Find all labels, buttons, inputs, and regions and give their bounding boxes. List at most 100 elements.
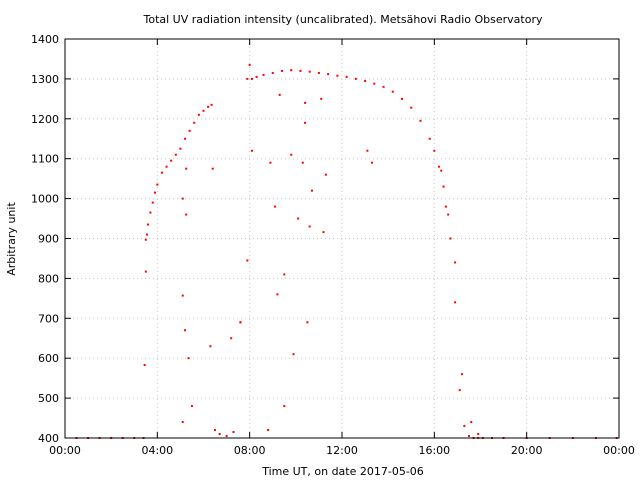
data-point: [401, 97, 404, 100]
data-point: [324, 173, 327, 176]
data-point: [179, 147, 182, 150]
data-point: [230, 337, 233, 340]
y-tick-label: 600: [38, 352, 59, 365]
x-axis-label: Time UT, on date 2017-05-06: [261, 465, 424, 478]
data-point: [184, 329, 187, 332]
x-tick-label: 12:00: [326, 444, 358, 457]
y-tick-label: 900: [38, 233, 59, 246]
data-point: [317, 71, 320, 74]
x-tick-label: 04:00: [141, 444, 173, 457]
x-tick-label: 16:00: [418, 444, 450, 457]
x-tick-label: 00:00: [49, 444, 81, 457]
data-point: [147, 223, 150, 226]
data-point: [185, 167, 188, 170]
data-point: [290, 69, 293, 72]
data-point: [151, 201, 154, 204]
data-point: [320, 97, 323, 100]
data-point: [364, 79, 367, 82]
points-layer: [75, 63, 618, 439]
data-point: [207, 105, 210, 108]
data-point: [218, 433, 221, 436]
data-point: [188, 129, 191, 132]
data-point: [322, 231, 325, 234]
data-point: [197, 113, 200, 116]
data-point: [454, 261, 457, 264]
data-point: [292, 353, 295, 356]
data-point: [461, 373, 464, 376]
data-point: [327, 73, 330, 76]
data-point: [433, 149, 436, 152]
data-point: [308, 225, 311, 228]
data-point: [310, 189, 313, 192]
y-tick-label: 800: [38, 272, 59, 285]
data-point: [454, 301, 457, 304]
data-point: [214, 429, 217, 432]
ticks-layer: 400 500 600 700 800 900 1000 1100 1200 1300 1400 00…: [31, 33, 635, 457]
data-point: [165, 165, 168, 168]
data-point: [184, 137, 187, 140]
y-tick-label: 1400: [31, 33, 59, 46]
data-point: [419, 119, 422, 122]
data-point: [428, 137, 431, 140]
y-tick-label: 1100: [31, 153, 59, 166]
data-point: [170, 159, 173, 162]
data-point: [449, 237, 452, 240]
data-point: [187, 357, 190, 360]
data-point: [267, 429, 270, 432]
data-point: [145, 233, 148, 236]
data-point: [193, 121, 196, 124]
data-point: [283, 405, 286, 408]
data-point: [410, 106, 413, 109]
data-point: [444, 205, 447, 208]
data-point: [290, 153, 293, 156]
data-point: [304, 101, 307, 104]
y-tick-label: 1000: [31, 193, 59, 206]
y-tick-label: 1200: [31, 113, 59, 126]
data-point: [154, 191, 157, 194]
x-tick-label: 08:00: [234, 444, 266, 457]
data-point: [144, 270, 147, 273]
data-point: [156, 183, 159, 186]
data-point: [301, 161, 304, 164]
data-point: [269, 161, 272, 164]
data-point: [463, 425, 466, 428]
data-point: [250, 149, 253, 152]
data-point: [477, 433, 480, 436]
data-point: [248, 63, 251, 66]
data-point: [354, 77, 357, 80]
data-point: [246, 77, 249, 80]
data-point: [209, 345, 212, 348]
data-point: [345, 75, 348, 78]
data-point: [211, 167, 214, 170]
data-point: [283, 273, 286, 276]
data-point: [366, 149, 369, 152]
data-point: [276, 293, 279, 296]
data-point: [299, 69, 302, 72]
data-point: [470, 421, 473, 424]
data-point: [202, 109, 205, 112]
data-point: [271, 71, 274, 74]
data-point: [274, 205, 277, 208]
data-point: [181, 421, 184, 424]
data-point: [255, 75, 258, 78]
data-point: [391, 90, 394, 93]
data-point: [143, 363, 146, 366]
data-point: [371, 161, 374, 164]
data-point: [225, 435, 228, 438]
data-point: [174, 153, 177, 156]
data-point: [144, 238, 147, 241]
data-point: [458, 389, 461, 392]
y-tick-label: 1300: [31, 73, 59, 86]
x-tick-label: 00:00: [603, 444, 635, 457]
data-point: [442, 185, 445, 188]
data-point: [306, 321, 309, 324]
data-point: [308, 70, 311, 73]
grid-layer: [65, 39, 619, 438]
data-point: [304, 121, 307, 124]
data-point: [437, 165, 440, 168]
x-tick-label: 20:00: [511, 444, 543, 457]
data-point: [181, 197, 184, 200]
data-point: [160, 171, 163, 174]
data-point: [297, 217, 300, 220]
